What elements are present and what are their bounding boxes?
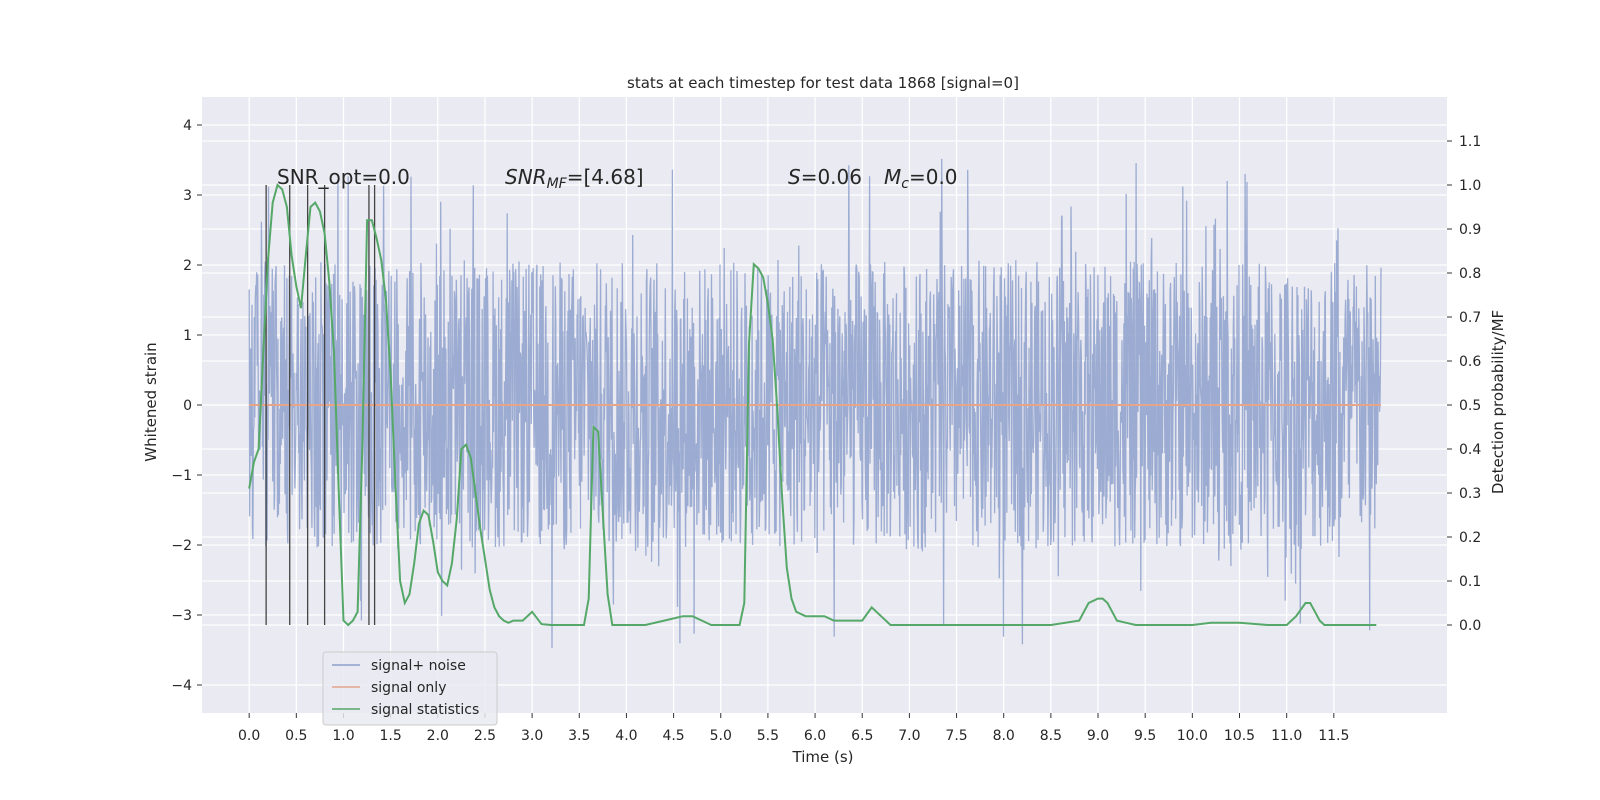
annotation-snr-mf-label: SNR: [505, 165, 547, 189]
annotation-mc-value: =0.0: [909, 165, 958, 189]
annotation-s-value: =0.06: [801, 165, 862, 189]
x-tick-label: 10.0: [1177, 728, 1208, 744]
annotation-mc-subscript: c: [901, 176, 909, 192]
vertical-markers: [265, 185, 376, 625]
noise-trace: [248, 158, 1382, 648]
x-tick-label: 11.0: [1271, 728, 1302, 744]
x-tick-label: 0.5: [285, 728, 307, 744]
x-tick-label: 10.5: [1224, 728, 1255, 744]
x-tick-label: 7.5: [945, 728, 967, 744]
y-tick-label: 1: [183, 328, 192, 344]
y-tick-label: 0: [183, 398, 192, 414]
y2-axis-ticks: 1.1 1.0 0.9 0.8 0.7 0.6 0.5 0.4 0.3 0.2 0.1 0.0: [1447, 134, 1481, 634]
x-tick-label: 3.5: [568, 728, 590, 744]
x-tick-label: 2.5: [474, 728, 496, 744]
series-signal-statistics: [248, 183, 1377, 627]
x-tick-label: 7.0: [898, 728, 920, 744]
x-tick-label: 1.5: [380, 728, 402, 744]
annotation-snr-mf-value: =[4.68]: [567, 165, 644, 189]
x-tick-label: 9.0: [1087, 728, 1109, 744]
annotation-snr-mf-subscript: MF: [547, 176, 568, 192]
y2-tick-label: 0.2: [1459, 530, 1481, 546]
series-signal-noise: [248, 158, 1382, 648]
x-tick-label: 1.0: [332, 728, 354, 744]
x-tick-label: 6.0: [804, 728, 826, 744]
annotation-snr-mf: SNRMF=[4.68]: [505, 165, 644, 192]
y-tick-label: −4: [171, 678, 192, 694]
y2-tick-label: 0.7: [1459, 310, 1481, 326]
annotation-s-label: S: [788, 165, 801, 189]
y-tick-label: 3: [183, 188, 192, 204]
x-axis-ticks: 0.0 0.5 1.0 1.5 2.0 2.5 3.0 3.5 4.0 4.5 5.0 5.5 6.0 6…: [238, 713, 1349, 744]
annotation-mc: Mc=0.0: [884, 165, 958, 192]
y2-tick-label: 1.0: [1459, 178, 1481, 194]
y2-tick-label: 0.8: [1459, 266, 1481, 282]
legend-label-signal-statistics: signal statistics: [371, 702, 479, 718]
x-tick-label: 8.0: [993, 728, 1015, 744]
x-tick-label: 5.0: [710, 728, 732, 744]
x-tick-label: 2.0: [427, 728, 449, 744]
y2-tick-label: 0.1: [1459, 574, 1481, 590]
y2-tick-label: 0.6: [1459, 354, 1481, 370]
y-tick-label: −3: [171, 608, 192, 624]
legend-label-signal-noise: signal+ noise: [371, 658, 466, 674]
y2-tick-label: 0.3: [1459, 486, 1481, 502]
y-tick-label: −1: [171, 468, 192, 484]
y2-tick-label: 1.1: [1459, 134, 1481, 150]
y-tick-label: 2: [183, 258, 192, 274]
legend: signal+ noise signal only signal statist…: [322, 651, 498, 726]
y2-tick-label: 0.0: [1459, 618, 1481, 634]
y2-tick-label: 0.4: [1459, 442, 1481, 458]
y-tick-label: 4: [183, 118, 192, 134]
legend-label-signal-only: signal only: [371, 680, 446, 696]
chart-title: stats at each timestep for test data 186…: [627, 74, 1019, 92]
annotation-snr-opt: SNR_opt=0.0: [277, 165, 410, 189]
y-tick-label: −2: [171, 538, 192, 554]
x-tick-label: 3.0: [521, 728, 543, 744]
x-tick-label: 4.0: [615, 728, 637, 744]
legend-box: [322, 651, 498, 726]
x-tick-label: 5.5: [757, 728, 779, 744]
y2-tick-label: 0.5: [1459, 398, 1481, 414]
x-tick-label: 9.5: [1134, 728, 1156, 744]
x-tick-label: 6.5: [851, 728, 873, 744]
y2-axis-label: Detection probability/MF: [1489, 310, 1507, 494]
x-tick-label: 4.5: [662, 728, 684, 744]
x-tick-label: 11.5: [1318, 728, 1349, 744]
annotation-s: S=0.06: [788, 165, 862, 189]
y-axis-ticks: 4 3 2 1 0 −1 −2 −3 −4: [171, 118, 202, 694]
x-tick-label: 0.0: [238, 728, 260, 744]
x-axis-label: Time (s): [792, 748, 854, 766]
y2-tick-label: 0.9: [1459, 222, 1481, 238]
x-tick-label: 8.5: [1040, 728, 1062, 744]
annotation-mc-label: M: [884, 165, 901, 189]
y-axis-label: Whitened strain: [142, 342, 160, 461]
